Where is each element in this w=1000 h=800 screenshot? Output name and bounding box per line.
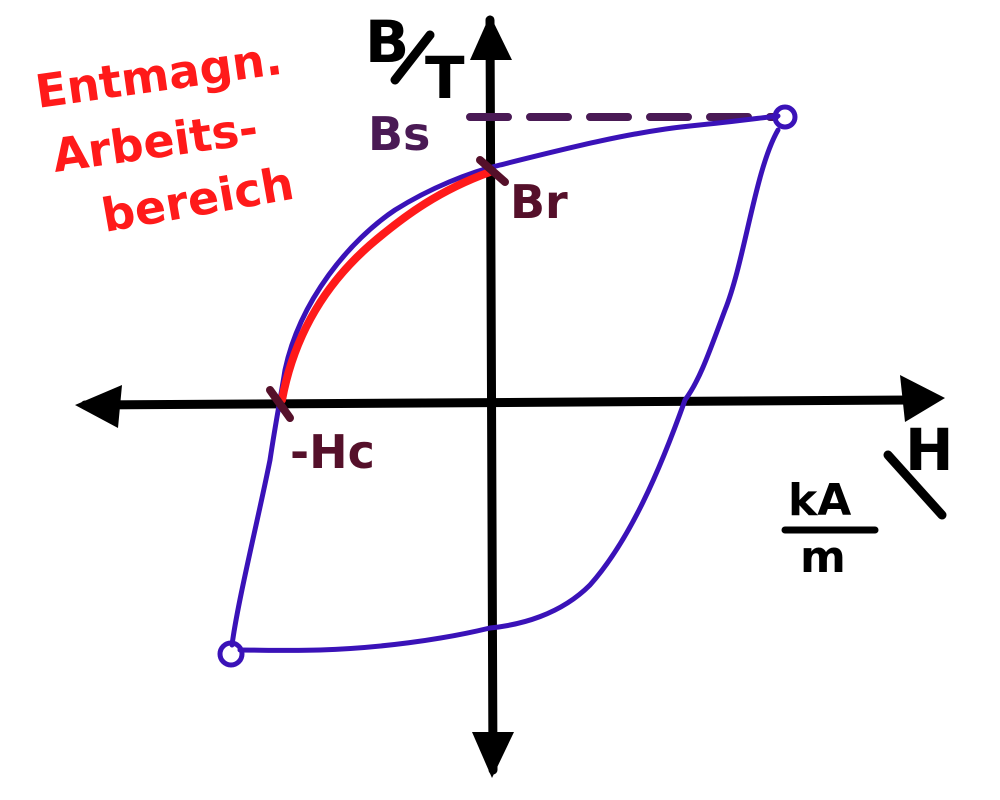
br-label: Br bbox=[510, 175, 568, 229]
h-axis-arrow-right bbox=[900, 375, 945, 422]
unit-denominator: m bbox=[800, 532, 846, 583]
loop-lower-branch bbox=[237, 127, 781, 653]
h-axis-label: H bbox=[905, 416, 954, 484]
b-axis-arrow-up bbox=[470, 15, 512, 60]
saturation-point-negative bbox=[217, 640, 245, 668]
unit-slash bbox=[883, 450, 947, 520]
hc-tick bbox=[266, 386, 294, 422]
h-axis-arrow-left bbox=[75, 385, 122, 428]
loop-upper-branch bbox=[229, 113, 781, 648]
b-unit-slash bbox=[390, 30, 435, 85]
axis-arrowheads bbox=[75, 15, 945, 778]
b-axis-label: B bbox=[365, 8, 409, 76]
b-axis-arrow-down bbox=[472, 732, 514, 778]
markers bbox=[266, 156, 509, 422]
br-tick bbox=[476, 156, 509, 186]
b-axis-line bbox=[485, 15, 498, 775]
demag-curve bbox=[278, 168, 494, 404]
bs-label: Bs bbox=[368, 107, 430, 161]
hc-label: -Hc bbox=[290, 425, 375, 479]
hysteresis-loop bbox=[217, 104, 798, 668]
h-axis-line bbox=[80, 395, 920, 410]
saturation-point-positive bbox=[772, 104, 798, 130]
unit-numerator: kA bbox=[788, 475, 851, 526]
b-axis-unit: T bbox=[425, 44, 465, 112]
axes bbox=[80, 15, 920, 775]
